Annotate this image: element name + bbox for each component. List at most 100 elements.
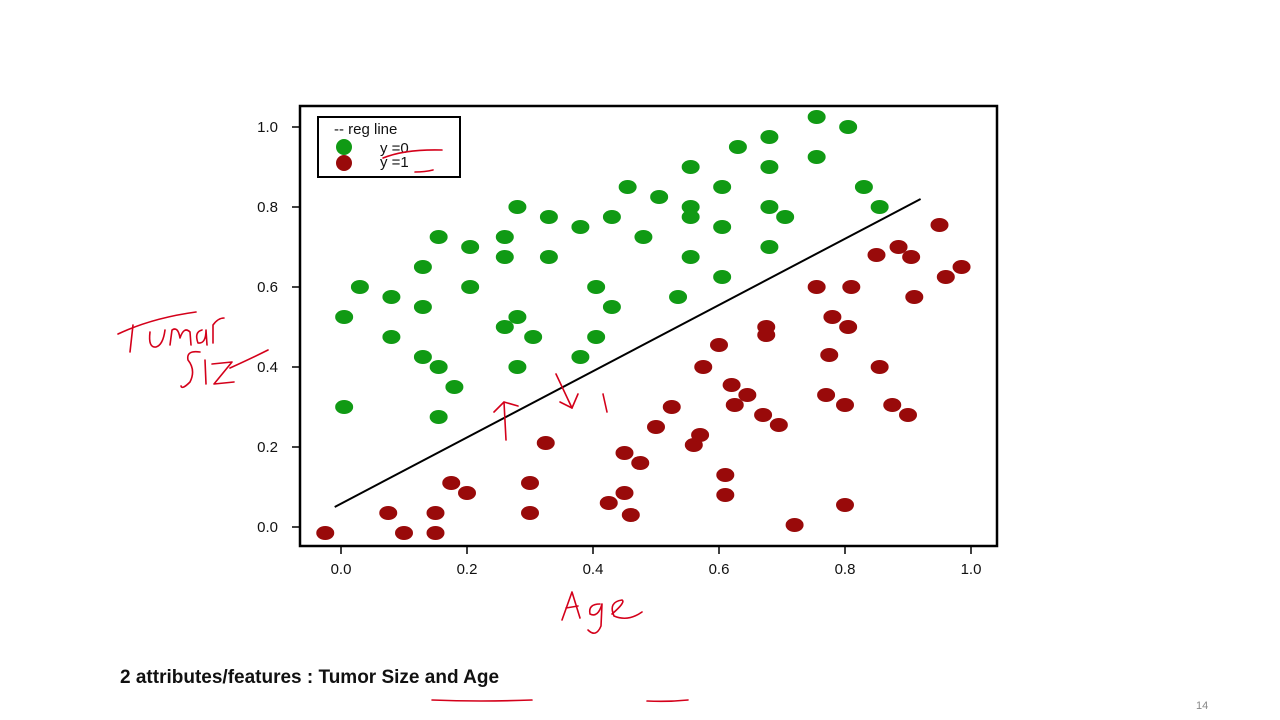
legend-marker-class-0 <box>336 139 352 155</box>
caption-joiner: and <box>419 667 464 688</box>
point-class-1 <box>785 518 804 532</box>
point-class-1 <box>615 446 634 460</box>
point-class-1 <box>899 408 917 422</box>
point-class-1 <box>889 240 908 254</box>
point-class-1 <box>725 398 744 412</box>
handwritten-y-axis-label <box>117 311 269 389</box>
page-number: 14 <box>1196 700 1209 712</box>
point-class-1 <box>722 378 741 392</box>
point-class-1 <box>716 488 735 502</box>
point-class-1 <box>426 506 445 520</box>
point-class-1 <box>521 506 539 520</box>
point-class-0 <box>429 360 448 374</box>
x-tick-label: 0.8 <box>835 561 856 578</box>
point-class-1 <box>458 486 476 500</box>
x-tick-label: 0.0 <box>331 561 352 578</box>
point-class-0 <box>713 270 732 284</box>
point-class-0 <box>807 110 826 124</box>
legend-entry-reg-line: -- reg line <box>334 121 397 138</box>
point-class-0 <box>539 250 558 264</box>
legend-underline-mark <box>414 169 434 173</box>
slide-caption: 2 attributes/features : Tumor Size and A… <box>120 667 499 689</box>
point-class-0 <box>539 210 558 224</box>
point-class-0 <box>839 120 858 134</box>
point-class-0 <box>681 210 700 224</box>
point-class-1 <box>536 436 555 450</box>
point-class-0 <box>413 300 432 314</box>
point-class-0 <box>429 230 448 244</box>
point-class-1 <box>902 250 921 264</box>
point-class-1 <box>817 388 836 402</box>
underline-mark <box>646 699 689 703</box>
point-class-0 <box>760 130 779 144</box>
point-class-1 <box>820 348 839 362</box>
point-class-1 <box>836 498 854 512</box>
point-class-1 <box>662 400 681 414</box>
point-class-1 <box>842 280 861 294</box>
point-class-0 <box>618 180 637 194</box>
point-class-0 <box>571 220 590 234</box>
point-class-0 <box>495 250 514 264</box>
x-tick-label: 0.2 <box>457 561 478 578</box>
point-class-0 <box>508 200 527 214</box>
point-class-0 <box>870 200 889 214</box>
legend-underline-mark <box>382 149 443 159</box>
point-class-0 <box>587 280 606 294</box>
point-class-0 <box>650 190 669 204</box>
point-class-1 <box>615 486 634 500</box>
x-tick-label: 0.6 <box>709 561 730 578</box>
point-class-0 <box>508 310 527 324</box>
point-class-1 <box>738 388 757 402</box>
point-class-0 <box>429 410 448 424</box>
point-class-1 <box>823 310 842 324</box>
point-class-1 <box>883 398 902 412</box>
point-class-1 <box>716 468 735 482</box>
point-class-1 <box>807 280 826 294</box>
caption-prefix: 2 attributes/features : <box>120 667 319 688</box>
point-class-1 <box>905 290 924 304</box>
point-class-1 <box>710 338 728 352</box>
point-class-1 <box>426 526 445 540</box>
point-class-0 <box>461 280 480 294</box>
point-class-0 <box>854 180 873 194</box>
point-class-0 <box>760 240 779 254</box>
point-class-1 <box>621 508 640 522</box>
legend-marker-class-1 <box>336 155 352 171</box>
point-class-0 <box>335 310 354 324</box>
y-tick-label: 0.8 <box>257 199 278 216</box>
point-class-0 <box>382 330 401 344</box>
point-class-0 <box>495 320 514 334</box>
y-tick-label: 0.6 <box>257 279 278 296</box>
underline-mark <box>431 699 533 702</box>
legend-entry-class-1: y =1 <box>380 154 409 171</box>
point-class-0 <box>681 250 700 264</box>
point-class-1 <box>691 428 710 442</box>
point-class-0 <box>335 400 354 414</box>
y-tick-label: 0.4 <box>257 359 278 376</box>
point-class-0 <box>669 290 688 304</box>
point-class-0 <box>413 260 432 274</box>
point-class-0 <box>602 210 621 224</box>
point-class-0 <box>776 210 795 224</box>
point-class-1 <box>870 360 889 374</box>
y-tick-label: 0.0 <box>257 519 278 536</box>
axes: 0.0 0.2 0.4 0.6 0.8 1.0 0.0 0.2 0.4 0.6 0.8 1.0 <box>257 119 981 578</box>
point-class-0 <box>524 330 543 344</box>
point-class-0 <box>760 200 779 214</box>
point-class-0 <box>713 180 732 194</box>
y-tick-label: 1.0 <box>257 119 278 136</box>
point-class-0 <box>413 350 432 364</box>
point-class-0 <box>681 160 700 174</box>
point-class-0 <box>571 350 590 364</box>
arrow-up-icon <box>493 401 519 441</box>
point-class-1 <box>316 526 335 540</box>
point-class-1 <box>836 398 854 412</box>
point-class-1 <box>754 408 773 422</box>
point-class-1 <box>936 270 955 284</box>
y-tick-label: 0.2 <box>257 439 278 456</box>
point-class-1 <box>379 506 398 520</box>
point-class-1 <box>631 456 650 470</box>
point-class-0 <box>602 300 621 314</box>
plot-frame <box>298 104 999 548</box>
handwritten-x-axis-label <box>561 591 643 634</box>
